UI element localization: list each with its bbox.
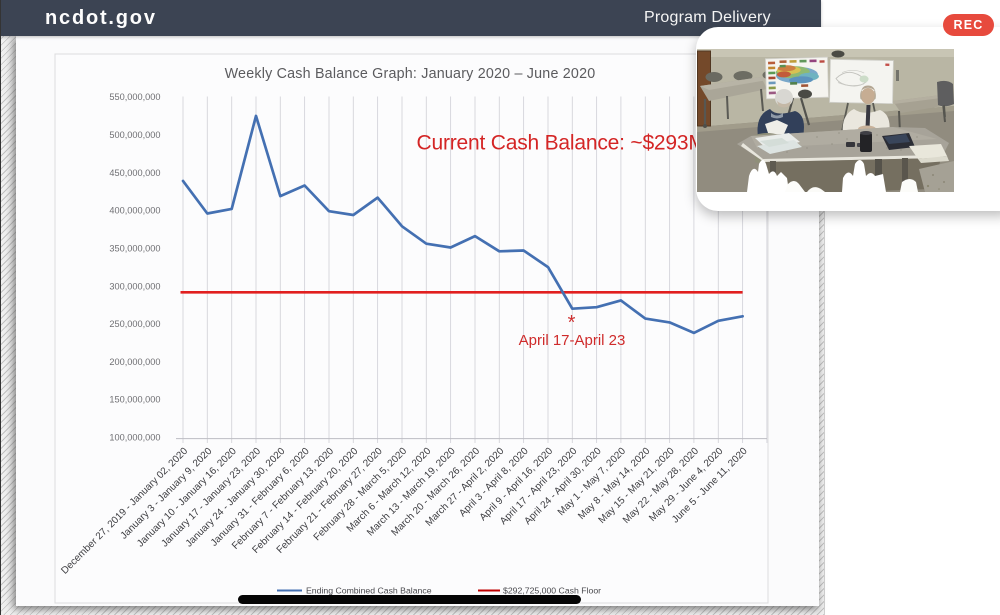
svg-text:Ending Combined Cash Balance: Ending Combined Cash Balance (306, 586, 432, 596)
svg-text:500,000,000: 500,000,000 (109, 130, 160, 140)
svg-text:400,000,000: 400,000,000 (109, 206, 160, 216)
svg-text:350,000,000: 350,000,000 (109, 243, 160, 253)
svg-text:$292,725,000 Cash Floor: $292,725,000 Cash Floor (503, 586, 601, 596)
svg-text:*: * (568, 312, 576, 334)
svg-text:Current Cash Balance: ~$293M: Current Cash Balance: ~$293M (417, 132, 706, 155)
svg-text:300,000,000: 300,000,000 (109, 281, 160, 291)
svg-text:450,000,000: 450,000,000 (109, 168, 160, 178)
svg-text:100,000,000: 100,000,000 (109, 433, 160, 443)
svg-text:150,000,000: 150,000,000 (109, 395, 160, 405)
svg-text:200,000,000: 200,000,000 (109, 357, 160, 367)
svg-text:550,000,000: 550,000,000 (109, 92, 160, 102)
svg-text:250,000,000: 250,000,000 (109, 319, 160, 329)
svg-text:Weekly Cash Balance Graph: Jan: Weekly Cash Balance Graph: January 2020 … (225, 66, 596, 82)
svg-text:April 17-April 23: April 17-April 23 (519, 332, 626, 349)
